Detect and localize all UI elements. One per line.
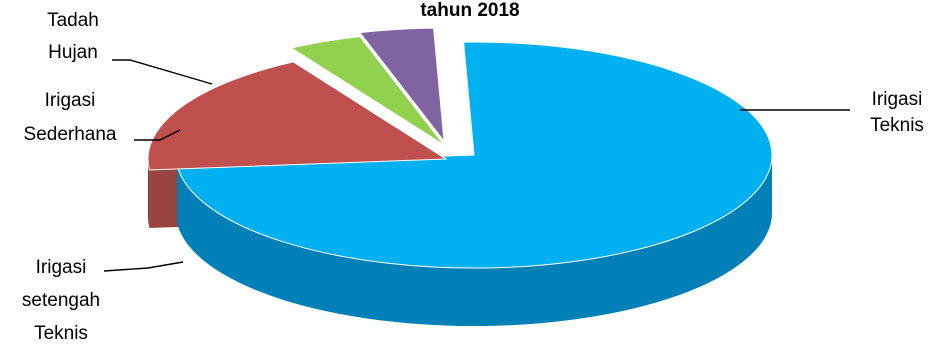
slice-label-line: Teknis [870, 115, 924, 136]
slice-label-line: Teknis [34, 323, 88, 344]
slice-top-irigasi-setengah-teknis [147, 61, 448, 171]
slice-label-line: Irigasi [36, 257, 87, 278]
slice-label-line: setengah [22, 290, 100, 311]
slice-top-tadah-hujan [358, 27, 445, 143]
slice-side-irigasi-teknis [177, 155, 773, 327]
slice-label-line: Sederhana [24, 124, 117, 145]
slice-label-tadah-hujan: Tadah Hujan [47, 10, 99, 63]
slice-label-irigasi-sederhana: Irigasi Sederhana [24, 90, 117, 145]
chart-title: tahun 2018 [420, 0, 519, 21]
leader-line-irigasi-setengah-teknis [103, 261, 184, 272]
leader-line-tadah-hujan [112, 59, 213, 85]
slice-label-irigasi-teknis: Irigasi Teknis [870, 89, 924, 136]
slice-side-irigasi-setengah-teknis [147, 159, 150, 228]
slice-top-irigasi-teknis [176, 41, 773, 269]
slice-label-line: Hujan [48, 42, 98, 63]
slice-label-irigasi-setengah-teknis: Irigasi setengah Teknis [22, 257, 100, 344]
slice-top-irigasi-sederhana [290, 36, 445, 146]
slice-label-line: Irigasi [872, 89, 923, 110]
leader-lines [103, 59, 850, 272]
slice-label-line: Irigasi [45, 90, 96, 111]
leader-line-irigasi-sederhana [134, 129, 181, 141]
slice-label-line: Tadah [47, 10, 99, 31]
slice-tops [147, 27, 773, 269]
